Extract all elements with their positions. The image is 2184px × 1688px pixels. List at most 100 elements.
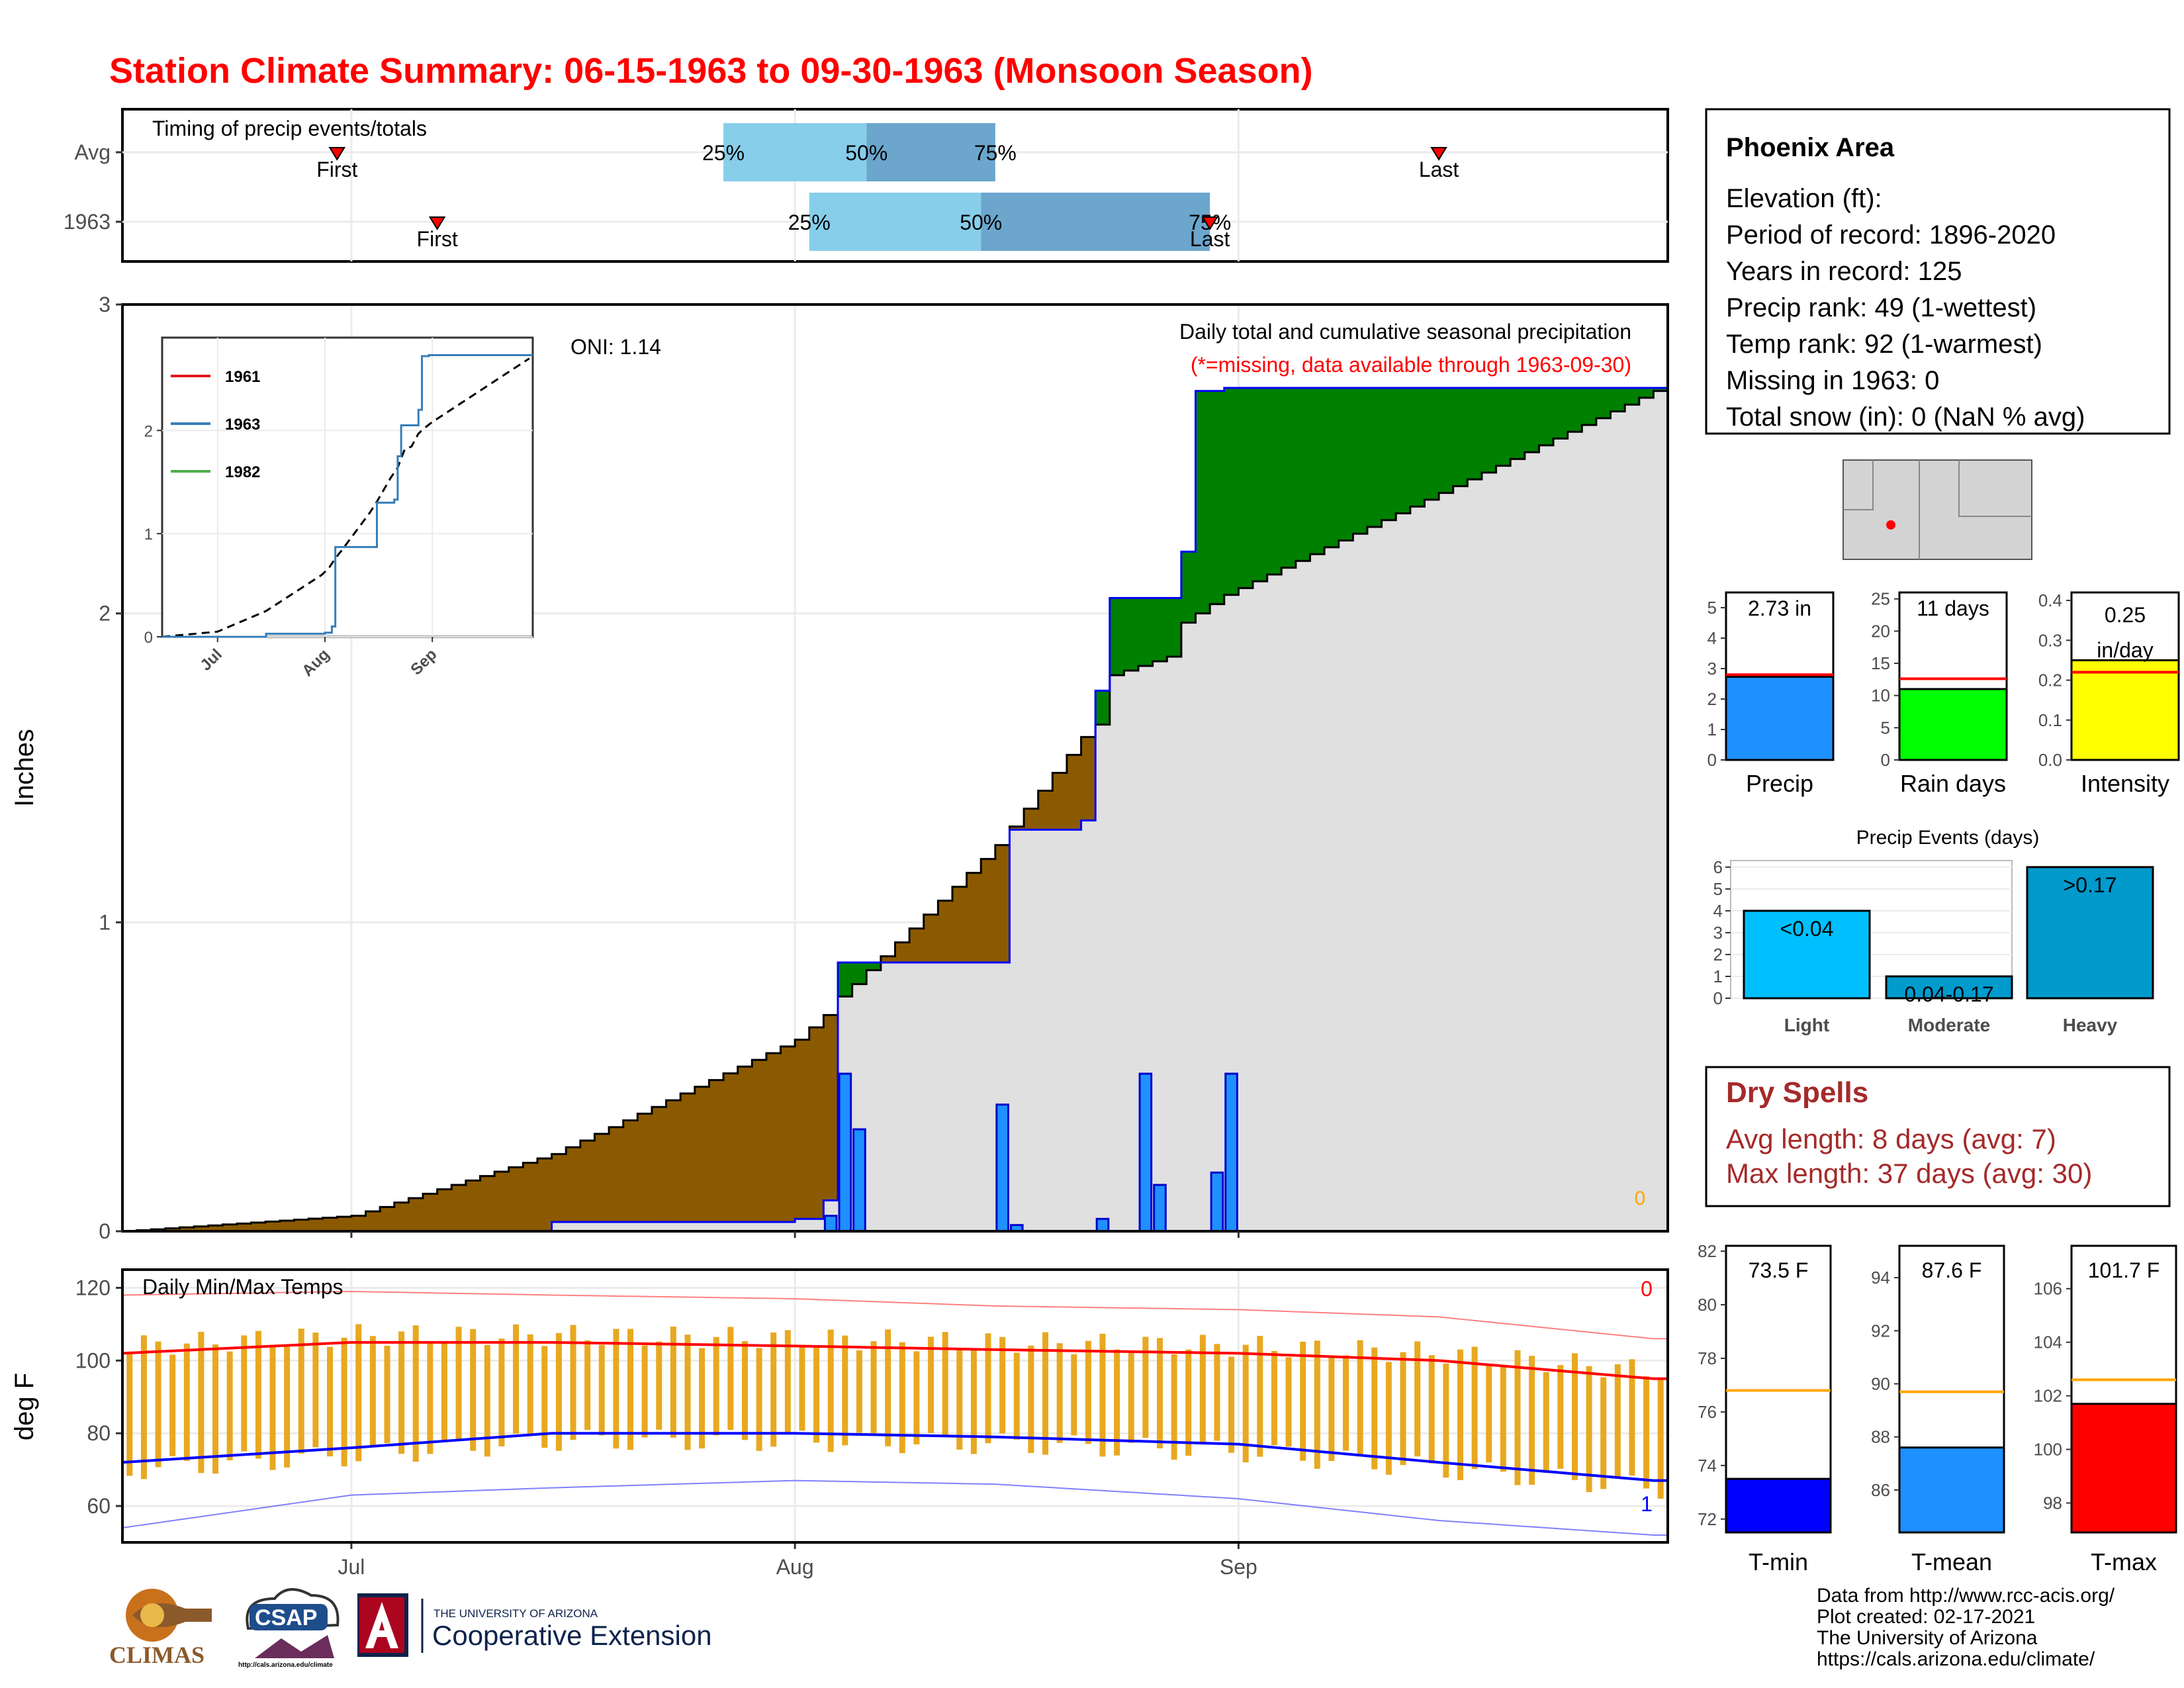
deficit-fill bbox=[752, 1060, 767, 1222]
below-fill bbox=[1539, 445, 1554, 1231]
event-bar-label: >0.17 bbox=[2064, 873, 2117, 897]
temp-bar bbox=[1898, 1446, 2005, 1534]
surplus-fill bbox=[1410, 388, 1425, 507]
y-tick-label: 98 bbox=[2043, 1493, 2062, 1513]
surplus-fill bbox=[1181, 551, 1197, 623]
daily-precip-bar bbox=[1210, 1171, 1224, 1233]
below-fill bbox=[895, 962, 910, 1231]
below-fill bbox=[1567, 432, 1582, 1232]
deficit-fill bbox=[580, 1141, 595, 1222]
below-fill bbox=[709, 1222, 724, 1231]
y-tick-label: 0 bbox=[1713, 988, 1723, 1008]
credit-line: https://cals.arizona.edu/climate/ bbox=[1817, 1648, 2095, 1670]
deficit-fill bbox=[194, 1226, 209, 1231]
below-fill bbox=[1410, 506, 1425, 1232]
below-fill bbox=[1424, 499, 1439, 1231]
y-tick-label: 120 bbox=[75, 1276, 111, 1299]
legend-label: 1982 bbox=[225, 463, 260, 481]
event-bar bbox=[1743, 910, 1871, 1000]
deficit-fill bbox=[694, 1086, 709, 1222]
y-tick-label: 104 bbox=[2034, 1333, 2062, 1352]
below-fill bbox=[909, 962, 925, 1231]
below-fill bbox=[1295, 561, 1310, 1231]
page-title: Station Climate Summary: 06-15-1963 to 0… bbox=[109, 51, 1313, 91]
y-tick-label: 4 bbox=[1707, 628, 1717, 648]
below-fill bbox=[1109, 675, 1124, 1231]
y-tick-label: 2 bbox=[1707, 689, 1717, 709]
y-tick-label: 2 bbox=[1713, 945, 1723, 964]
deficit-fill bbox=[408, 1198, 424, 1231]
deficit-fill bbox=[265, 1221, 281, 1231]
legend-label: 1961 bbox=[225, 368, 260, 386]
summary-value-unit: in/day bbox=[2097, 638, 2153, 662]
csap-logo: CSAP http://cals.arizona.edu/climate bbox=[238, 1588, 340, 1668]
below-fill bbox=[1009, 829, 1024, 1231]
timing-bar-lower bbox=[723, 123, 867, 181]
below-fill bbox=[1610, 411, 1625, 1231]
inset-y-label: 2 bbox=[144, 422, 153, 440]
surplus-fill bbox=[1639, 388, 1654, 398]
ua-logo-top: THE UNIVERSITY OF ARIZONA bbox=[433, 1607, 598, 1620]
below-fill bbox=[1095, 724, 1111, 1231]
x-tick-label: Sep bbox=[1220, 1555, 1257, 1579]
below-fill bbox=[1381, 520, 1396, 1231]
csap-logo-text: CSAP bbox=[255, 1605, 317, 1630]
logos: CLIMAS CSAP http://cals.arizona.edu/clim… bbox=[106, 1575, 768, 1668]
temps-title: Daily Min/Max Temps bbox=[142, 1275, 343, 1299]
deficit-fill bbox=[637, 1113, 653, 1222]
timing-bar-lower bbox=[809, 193, 981, 251]
surplus-fill bbox=[1467, 388, 1482, 480]
y-tick-label: 92 bbox=[1871, 1321, 1890, 1340]
below-fill bbox=[580, 1222, 595, 1231]
y-tick-label: 25 bbox=[1871, 589, 1890, 609]
event-category: Moderate bbox=[1908, 1015, 1990, 1035]
oni-label: ONI: 1.14 bbox=[570, 335, 661, 359]
y-axis-label: Inches bbox=[10, 729, 39, 807]
below-fill bbox=[1524, 452, 1539, 1231]
y-tick-label: 3 bbox=[99, 293, 111, 316]
surplus-fill bbox=[1396, 388, 1411, 514]
first-marker bbox=[328, 147, 346, 161]
credit-line: Data from http://www.rcc-acis.org/ bbox=[1817, 1585, 2115, 1607]
y-tick-label: 78 bbox=[1698, 1348, 1717, 1368]
daily-precip-bar bbox=[823, 1215, 838, 1233]
surplus-fill bbox=[1238, 388, 1253, 588]
x-tick-label: Aug bbox=[776, 1555, 814, 1579]
y-tick-label: 1 bbox=[1707, 720, 1717, 739]
below-fill bbox=[1481, 472, 1497, 1231]
y-tick-label: 10 bbox=[1871, 686, 1890, 706]
deficit-fill bbox=[909, 928, 925, 962]
ua-logo-bottom: Cooperative Extension bbox=[432, 1620, 712, 1651]
below-fill bbox=[1066, 829, 1082, 1231]
surplus-fill bbox=[1610, 388, 1625, 412]
daily-precip-bar bbox=[1095, 1217, 1110, 1233]
temp-line bbox=[122, 1340, 1668, 1380]
surplus-fill bbox=[1539, 388, 1554, 445]
surplus-fill bbox=[1338, 388, 1353, 541]
summary-value: 11 days bbox=[1917, 596, 1989, 620]
deficit-fill bbox=[981, 859, 996, 962]
temp-line bbox=[122, 1432, 1668, 1482]
below-fill bbox=[551, 1222, 567, 1231]
deficit-fill bbox=[651, 1107, 667, 1222]
info-line: Total snow (in): 0 (NaN % avg) bbox=[1726, 402, 2085, 432]
map-borders bbox=[1843, 460, 2032, 559]
below-fill bbox=[766, 1222, 782, 1231]
info-line: Period of record: 1896-2020 bbox=[1726, 220, 2056, 250]
deficit-fill bbox=[165, 1228, 180, 1231]
temps-count-bottom: 1 bbox=[1641, 1492, 1653, 1516]
below-fill bbox=[1238, 588, 1253, 1231]
deficit-fill bbox=[780, 1046, 796, 1222]
y-tick-label: 80 bbox=[1698, 1295, 1717, 1315]
event-bar bbox=[1885, 975, 2013, 1000]
summary-label: Rain days bbox=[1900, 770, 2006, 797]
deficit-fill bbox=[480, 1176, 495, 1231]
y-tick-label: 106 bbox=[2034, 1279, 2062, 1299]
deficit-fill bbox=[923, 914, 938, 962]
y-tick-label: 100 bbox=[75, 1348, 111, 1372]
deficit-fill bbox=[966, 872, 981, 962]
below-fill bbox=[1553, 438, 1569, 1231]
surplus-fill bbox=[1439, 388, 1454, 493]
deficit-fill bbox=[465, 1180, 481, 1231]
deficit-fill bbox=[294, 1219, 309, 1231]
